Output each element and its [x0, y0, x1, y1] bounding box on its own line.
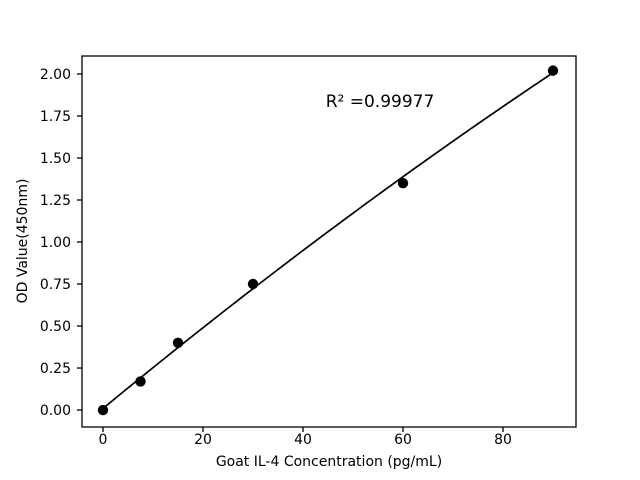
data-point	[97, 404, 109, 416]
y-tick-label: 0.25	[40, 361, 71, 377]
y-tick-label: 1.25	[40, 193, 71, 209]
x-tick-label: 20	[194, 432, 212, 448]
y-tick-label: 2.00	[40, 67, 71, 83]
data-point	[397, 178, 409, 189]
y-axis-ticks: 0.00 0.25 0.50 0.75 1.00 1.25 1.50 1.75 2.00	[40, 67, 82, 419]
y-tick-label: 1.00	[40, 235, 71, 251]
plot-area	[81, 55, 577, 428]
data-point	[247, 278, 259, 290]
y-tick-label: 1.75	[40, 109, 71, 125]
r-squared-annotation: R² =0.99977	[326, 92, 435, 112]
x-axis-ticks: 0 20 40 60 80	[99, 427, 512, 448]
x-tick-label: 0	[99, 432, 108, 448]
y-tick-label: 1.50	[40, 151, 71, 167]
x-tick-label: 60	[394, 432, 412, 448]
x-axis-label: Goat IL-4 Concentration (pg/mL)	[216, 454, 442, 470]
x-tick-label: 40	[294, 432, 312, 448]
y-tick-label: 0.50	[40, 319, 71, 335]
y-tick-label: 0.00	[40, 403, 71, 419]
x-tick-label: 80	[494, 432, 512, 448]
y-axis-label: OD Value(450nm)	[15, 179, 31, 304]
data-point	[172, 337, 184, 349]
data-points	[97, 65, 559, 416]
y-tick-label: 0.75	[40, 277, 71, 293]
data-point	[135, 376, 146, 387]
data-point	[547, 65, 559, 76]
